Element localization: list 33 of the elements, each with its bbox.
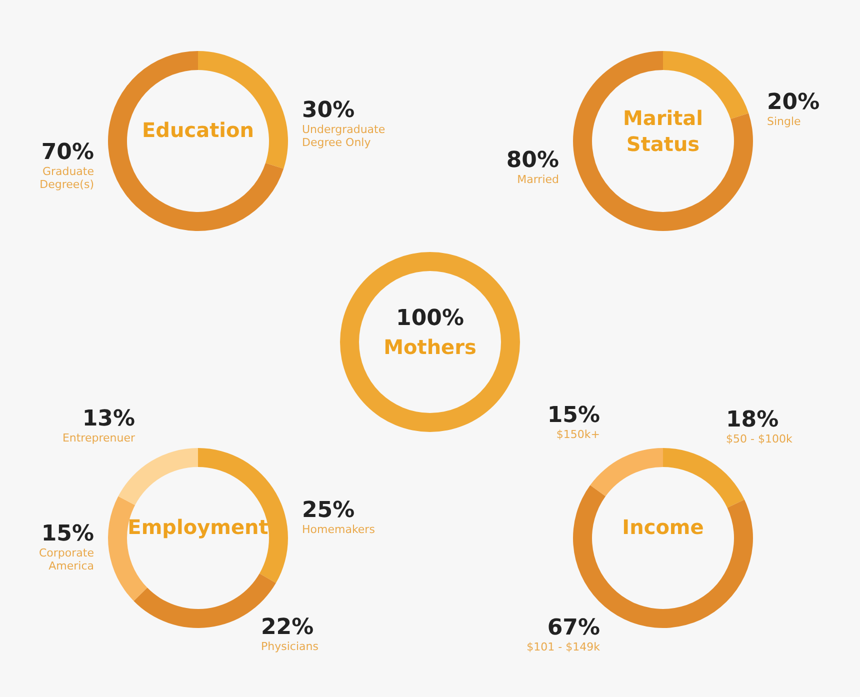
text: Income [622,515,704,539]
slice-label: $150k+ [556,428,600,441]
data-label: 30% [302,98,355,123]
text: Mothers [384,335,476,359]
data-label: 15% [41,521,94,546]
slice-label: Undergraduate Degree Only [302,122,386,149]
text: Education [142,118,254,142]
text: Marital Status [622,106,704,156]
donut-slice [590,448,663,496]
slice-label: $50 - $100k [726,432,793,446]
data-label: 70% [41,140,94,166]
data-label: 18% [726,408,779,433]
data-label: 25% [302,498,355,523]
donut-slice [118,448,198,506]
slice-label: Graduate Degree(s) [40,165,94,192]
slice-label: $101 - $149k [526,640,601,654]
slice-label: Single [767,114,802,128]
text: Employment [128,515,269,539]
slice-label: Physicians [261,640,319,654]
data-label: 100% [396,306,464,331]
data-label: 80% [506,148,559,174]
data-label: 13% [82,406,135,432]
slice-label: Homemakers [302,523,376,536]
data-label: 67% [547,616,600,641]
slice-label: Corporate America [39,546,94,572]
slice-label: Entreprenuer [62,431,136,444]
donut-slice [663,448,744,508]
slice-label: Married [517,173,559,186]
data-label: 15% [547,402,600,428]
donut-slice [108,51,284,231]
data-label: 22% [261,615,314,640]
data-label: 20% [767,90,820,115]
donut-slice [573,51,753,231]
